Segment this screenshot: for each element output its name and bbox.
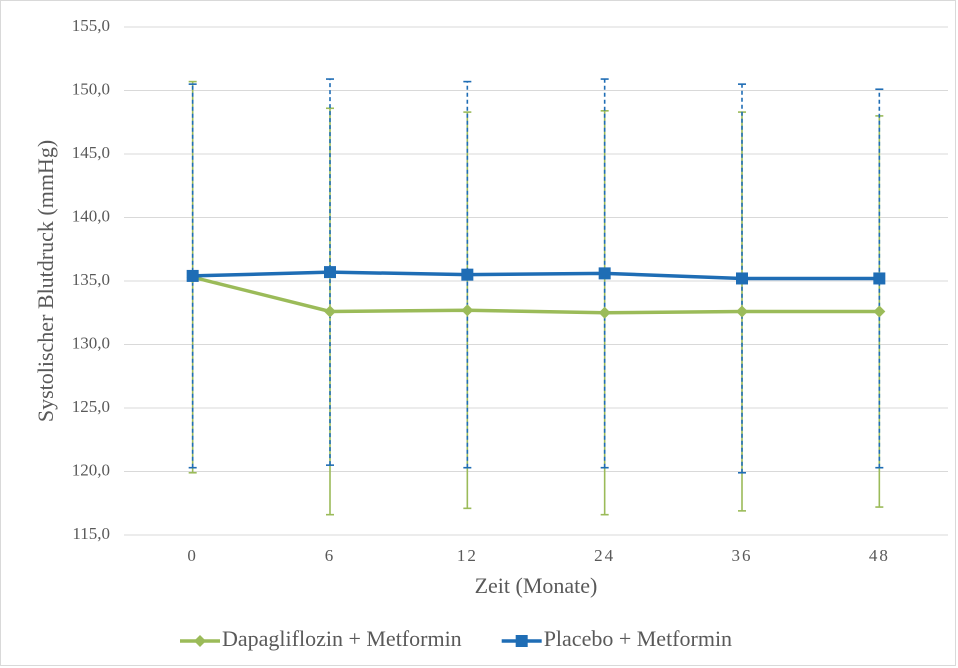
- data-point: [873, 272, 886, 285]
- x-tick-label: 24: [594, 546, 615, 565]
- series-line: [192, 270, 880, 281]
- data-point: [598, 306, 611, 319]
- data-point: [324, 305, 336, 318]
- y-tick-label: 120,0: [72, 460, 110, 479]
- y-tick-label: 130,0: [72, 333, 110, 352]
- series-line: [192, 275, 880, 315]
- data-point: [186, 269, 199, 282]
- x-axis-title: Zeit (Monate): [475, 573, 598, 598]
- y-tick-label: 145,0: [72, 143, 110, 162]
- x-tick-label: 48: [869, 546, 890, 565]
- legend-label: Placebo + Metformin: [544, 626, 732, 651]
- y-tick-label: 115,0: [72, 524, 110, 543]
- data-point: [873, 305, 886, 318]
- data-point: [461, 304, 474, 317]
- y-axis-title: Systolischer Blutdruck (mmHg): [33, 140, 58, 422]
- x-tick-label: 6: [325, 546, 336, 565]
- data-point: [324, 266, 336, 279]
- x-tick-label: 0: [187, 546, 198, 565]
- y-tick-label: 125,0: [72, 397, 110, 416]
- data-point: [598, 267, 611, 280]
- y-tick-label: 155,0: [72, 16, 110, 35]
- x-tick-label: 12: [457, 546, 478, 565]
- y-tick-label: 135,0: [72, 270, 110, 289]
- y-tick-label: 140,0: [72, 206, 110, 225]
- data-point: [736, 305, 748, 318]
- y-tick-label: 150,0: [72, 79, 110, 98]
- x-tick-label: 36: [732, 546, 753, 565]
- legend-label: Dapagliflozin + Metformin: [222, 626, 462, 651]
- data-point: [461, 268, 474, 281]
- legend-marker: [194, 635, 206, 647]
- data-point: [736, 272, 748, 285]
- legend-marker: [515, 635, 528, 647]
